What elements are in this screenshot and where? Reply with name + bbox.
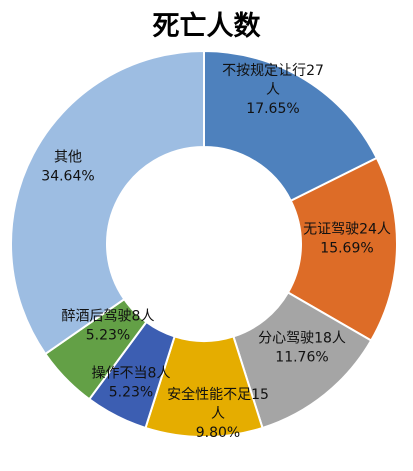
slice-label: 醉酒后驾驶8人 5.23% [62, 309, 155, 344]
pie-slice [286, 156, 398, 342]
slice-label: 操作不当8人 5.23% [92, 366, 171, 401]
pie-slice [10, 49, 205, 356]
data-label-category: 安全性能不足15 [167, 386, 269, 403]
chart-title: 死亡人数 [152, 11, 261, 42]
slice-label: 不按规定让行27 人 17.65% [222, 63, 324, 117]
data-label-category: 分心驾驶18人 [258, 331, 346, 347]
data-label-percent: 15.69% [320, 241, 373, 257]
data-label-percent: 5.23% [86, 328, 130, 344]
data-label-category: 不按规定让行27 [222, 63, 324, 79]
slice-label: 无证驾驶24人 15.69% [303, 222, 391, 257]
data-label-category: 人 [211, 406, 225, 422]
data-label-percent: 5.23% [109, 385, 153, 401]
data-label-category: 人 [266, 82, 280, 98]
data-label-percent: 11.76% [275, 350, 328, 366]
slice-label: 其他 34.64% [41, 150, 94, 185]
data-label-percent: 9.80% [196, 425, 240, 441]
data-label-category: 醉酒后驾驶8人 [62, 309, 155, 325]
slice-label: 分心驾驶18人 11.76% [258, 331, 346, 366]
slice-label: 安全性能不足15 人 9.80% [167, 386, 269, 441]
data-label-category: 其他 [54, 150, 82, 166]
pie-slice [203, 49, 379, 203]
data-label-category: 操作不当8人 [92, 366, 171, 382]
data-label-percent: 17.65% [246, 101, 299, 117]
data-label-category: 无证驾驶24人 [303, 222, 391, 238]
data-label-percent: 34.64% [41, 169, 94, 185]
